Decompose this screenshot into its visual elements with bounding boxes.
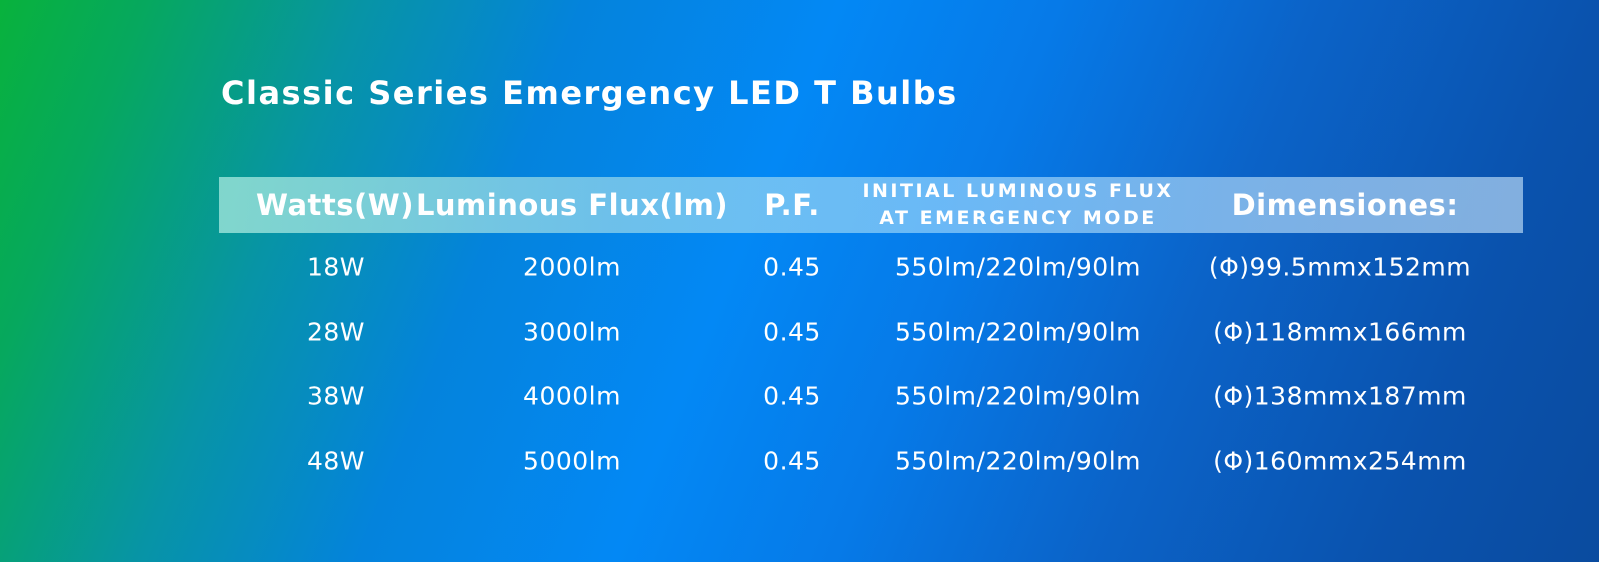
cell-watts: 48W	[306, 446, 366, 476]
cell-luminous-flux: 4000lm	[523, 381, 621, 411]
table-row: 38W 4000lm 0.45 550lm/220lm/90lm (Φ)138m…	[0, 376, 1599, 416]
cell-power-factor: 0.45	[763, 252, 821, 282]
cell-luminous-flux: 2000lm	[523, 252, 621, 282]
cell-luminous-flux: 5000lm	[523, 446, 621, 476]
header-power-factor: P.F.	[764, 188, 820, 222]
cell-power-factor: 0.45	[763, 381, 821, 411]
table-row: 18W 2000lm 0.45 550lm/220lm/90lm (Φ)99.5…	[0, 247, 1599, 287]
header-dimensions: Dimensiones:	[1231, 188, 1459, 222]
cell-emergency-flux: 550lm/220lm/90lm	[895, 446, 1141, 476]
header-luminous-flux: Luminous Flux(lm)	[415, 188, 729, 222]
table-row: 28W 3000lm 0.45 550lm/220lm/90lm (Φ)118m…	[0, 312, 1599, 352]
header-emergency-flux-line-1: INITIAL LUMINOUS FLUX	[862, 180, 1174, 202]
header-emergency-flux-line-2: AT EMERGENCY MODE	[879, 207, 1157, 229]
cell-power-factor: 0.45	[763, 446, 821, 476]
cell-emergency-flux: 550lm/220lm/90lm	[895, 381, 1141, 411]
cell-luminous-flux: 3000lm	[523, 317, 621, 347]
cell-watts: 28W	[306, 317, 366, 347]
cell-watts: 18W	[306, 252, 366, 282]
cell-dimensions: (Φ)160mmx254mm	[1213, 446, 1467, 476]
header-emergency-flux: INITIAL LUMINOUS FLUX AT EMERGENCY MODE	[862, 178, 1173, 232]
table-row: 48W 5000lm 0.45 550lm/220lm/90lm (Φ)160m…	[0, 441, 1599, 481]
table-header: Watts(W) Luminous Flux(lm) P.F. INITIAL …	[219, 177, 1523, 233]
cell-dimensions: (Φ)99.5mmx152mm	[1208, 252, 1472, 282]
cell-emergency-flux: 550lm/220lm/90lm	[895, 252, 1141, 282]
cell-dimensions: (Φ)138mmx187mm	[1213, 381, 1467, 411]
cell-watts: 38W	[306, 381, 366, 411]
page-title: Classic Series Emergency LED T Bulbs	[221, 74, 958, 112]
header-watts: Watts(W)	[255, 188, 415, 222]
cell-power-factor: 0.45	[763, 317, 821, 347]
cell-dimensions: (Φ)118mmx166mm	[1213, 317, 1467, 347]
cell-emergency-flux: 550lm/220lm/90lm	[895, 317, 1141, 347]
